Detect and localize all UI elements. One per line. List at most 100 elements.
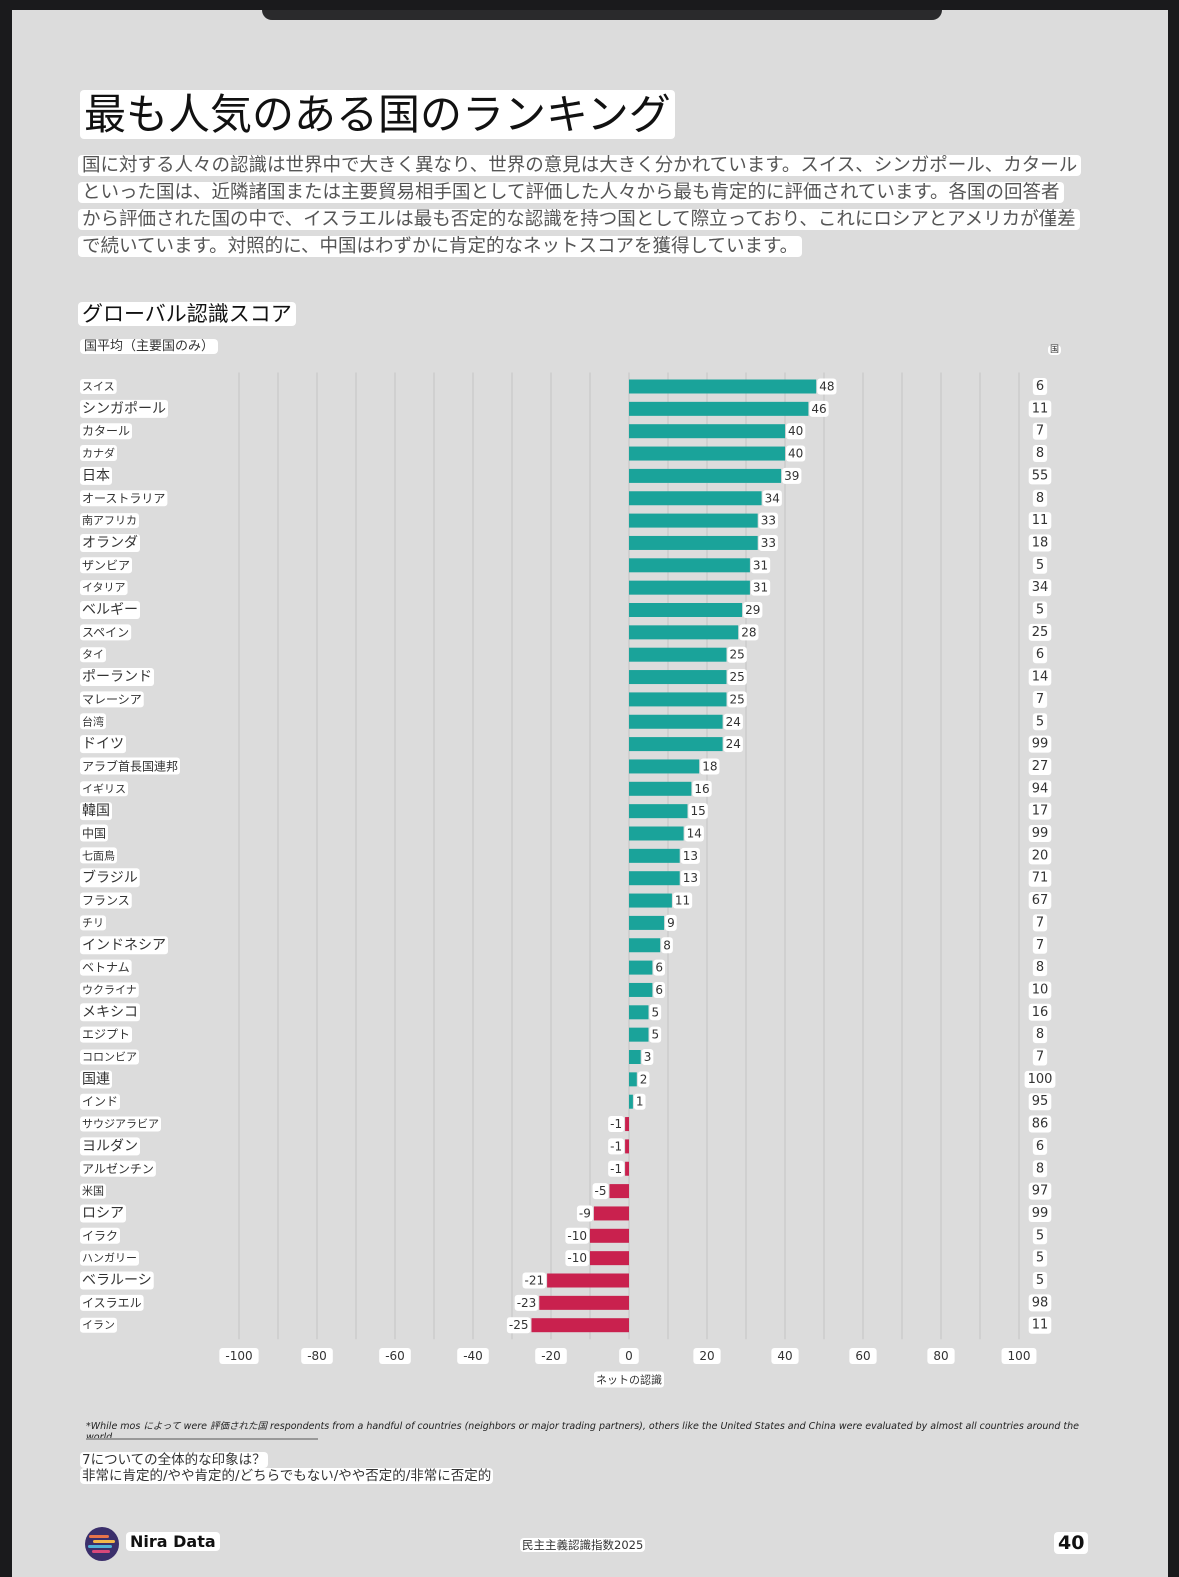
- category-label: タイ: [80, 647, 106, 663]
- bar: [629, 424, 785, 439]
- svg-text:31: 31: [753, 581, 768, 595]
- bar: [629, 580, 750, 595]
- bar: [629, 982, 653, 997]
- data-label: 9: [665, 914, 677, 931]
- category-label: イタリア: [80, 580, 128, 596]
- report-title: 民主主義認識指数2025: [520, 1538, 646, 1552]
- tick-label: -20: [535, 1348, 567, 1364]
- category-label: 国連: [80, 1070, 112, 1089]
- svg-text:25: 25: [730, 692, 745, 706]
- bar: [539, 1295, 629, 1310]
- bar: [629, 737, 723, 752]
- category-label: スイス: [80, 379, 117, 394]
- bar: [629, 1050, 641, 1064]
- svg-text:マレーシア: マレーシア: [82, 692, 142, 706]
- svg-text:ベルギー: ベルギー: [82, 602, 138, 618]
- x-axis-label: ネットの認識: [594, 1371, 664, 1388]
- svg-text:33: 33: [761, 514, 776, 528]
- svg-text:8: 8: [1036, 960, 1044, 975]
- svg-text:-40: -40: [463, 1349, 483, 1363]
- svg-text:インドネシア: インドネシア: [82, 937, 166, 953]
- category-label: イラク: [80, 1227, 121, 1244]
- count-label: 7: [1032, 936, 1048, 954]
- count-label: 25: [1028, 623, 1052, 641]
- data-label: 14: [684, 825, 704, 842]
- data-label: 25: [727, 669, 747, 686]
- count-label: 55: [1028, 467, 1052, 485]
- bar: [629, 535, 758, 550]
- data-label: 15: [688, 803, 708, 820]
- svg-text:34: 34: [1032, 580, 1049, 595]
- svg-text:6: 6: [655, 961, 663, 975]
- category-label: ハンガリー: [80, 1250, 139, 1266]
- category-label: カナダ: [80, 445, 117, 462]
- survey-answer-scale: 非常に肯定的/やや肯定的/どちらでもない/やや否定的/非常に否定的: [80, 1468, 494, 1484]
- category-label: メキシコ: [80, 1003, 140, 1022]
- svg-text:イギリス: イギリス: [82, 782, 126, 795]
- svg-text:韓国: 韓国: [82, 803, 110, 819]
- bar: [629, 1094, 633, 1109]
- category-label: ベルギー: [80, 601, 140, 619]
- svg-text:ネットの認識: ネットの認識: [596, 1373, 662, 1387]
- svg-text:イタリア: イタリア: [82, 581, 126, 594]
- svg-text:-1: -1: [610, 1117, 622, 1131]
- svg-text:11: 11: [1032, 1318, 1049, 1333]
- svg-text:71: 71: [1032, 871, 1049, 886]
- svg-text:11: 11: [1032, 401, 1049, 416]
- count-label: 5: [1032, 1272, 1048, 1289]
- bar: [629, 714, 723, 729]
- svg-text:1: 1: [636, 1095, 644, 1109]
- count-label: 7: [1032, 914, 1048, 932]
- svg-text:中国: 中国: [82, 826, 106, 841]
- tick-label: -60: [379, 1348, 411, 1364]
- svg-text:18: 18: [1032, 535, 1049, 550]
- svg-text:8: 8: [1036, 491, 1044, 506]
- svg-text:39: 39: [784, 469, 799, 483]
- svg-text:メキシコ: メキシコ: [82, 1004, 138, 1020]
- svg-text:5: 5: [1036, 714, 1044, 729]
- category-label: ベラルーシ: [80, 1271, 154, 1290]
- category-label: イラン: [80, 1317, 117, 1333]
- data-label: 40: [786, 445, 806, 462]
- bar: [629, 379, 817, 394]
- device-top-bezel: [262, 10, 942, 20]
- svg-text:97: 97: [1032, 1184, 1049, 1199]
- count-label: 5: [1032, 556, 1048, 574]
- data-label: 16: [692, 780, 712, 797]
- count-label: 11: [1028, 512, 1052, 530]
- category-label: スペイン: [80, 624, 132, 641]
- svg-text:9: 9: [667, 916, 675, 930]
- count-label: 94: [1028, 780, 1052, 798]
- data-label: 34: [762, 490, 782, 507]
- svg-text:七面鳥: 七面鳥: [82, 848, 115, 862]
- bar: [547, 1273, 629, 1288]
- count-label: 8: [1032, 1160, 1048, 1178]
- bar: [629, 871, 680, 886]
- svg-text:スイス: スイス: [82, 380, 115, 393]
- bar: [590, 1251, 629, 1266]
- count-label: 5: [1032, 1227, 1048, 1245]
- category-label: フランス: [80, 892, 132, 909]
- category-label: 台湾: [80, 713, 106, 730]
- bar: [629, 759, 700, 774]
- svg-text:20: 20: [699, 1349, 714, 1363]
- svg-text:99: 99: [1032, 826, 1049, 841]
- data-label: 25: [727, 646, 747, 663]
- svg-text:スペイン: スペイン: [82, 625, 129, 639]
- category-label: インドネシア: [80, 936, 168, 955]
- category-label: カタール: [80, 423, 133, 440]
- category-label: ポーランド: [80, 668, 154, 687]
- bar: [625, 1139, 629, 1154]
- svg-text:25: 25: [730, 670, 745, 684]
- svg-text:13: 13: [683, 871, 698, 885]
- bar: [629, 938, 661, 953]
- svg-text:67: 67: [1032, 893, 1049, 908]
- category-label: オーストラリア: [80, 490, 168, 507]
- svg-text:14: 14: [1032, 670, 1049, 685]
- svg-text:-9: -9: [579, 1206, 591, 1220]
- tick-label: -80: [301, 1348, 333, 1364]
- svg-text:カタール: カタール: [82, 424, 130, 438]
- bar: [629, 692, 727, 707]
- data-label: -23: [514, 1294, 539, 1311]
